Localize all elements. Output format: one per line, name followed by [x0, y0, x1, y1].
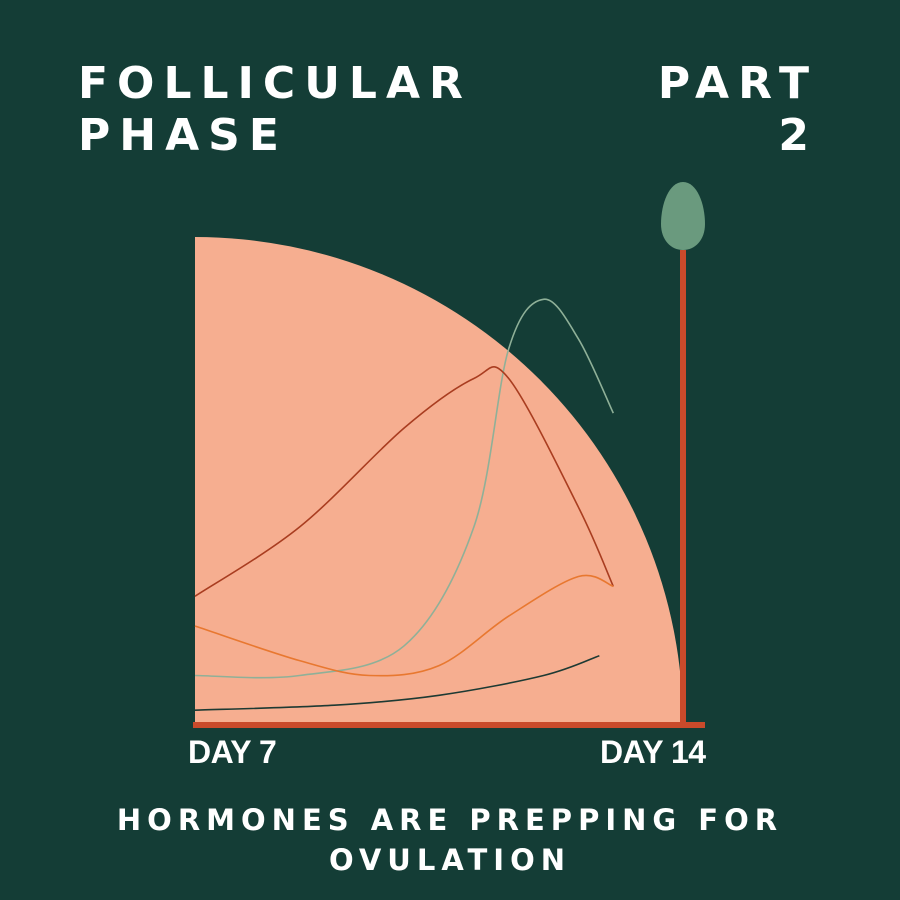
- series-line-1: [194, 366, 615, 597]
- egg-icon: [661, 182, 705, 250]
- series-line-3: [194, 654, 600, 711]
- part-text: PART: [657, 58, 818, 109]
- ovulation-line: [680, 250, 686, 728]
- part-label: PART 2: [658, 58, 818, 162]
- x-tick-label-day-14: DAY 14: [600, 734, 706, 770]
- part-number: 2: [778, 110, 818, 161]
- caption-line-2: OVULATION: [328, 843, 572, 877]
- chart-area-fill: [195, 237, 683, 725]
- caption-line-1: HORMONES ARE PREPPING FOR: [116, 803, 784, 837]
- x-axis: [193, 722, 705, 728]
- series-line-0: [194, 298, 615, 679]
- series-group: [194, 298, 615, 711]
- series-line-2: [194, 574, 614, 677]
- title-line-2: PHASE: [78, 110, 288, 161]
- x-tick-label-day-7: DAY 7: [188, 734, 277, 770]
- caption: HORMONES ARE PREPPING FOR OVULATION: [0, 800, 900, 880]
- page-title: FOLLICULAR PHASE: [78, 58, 472, 162]
- title-line-1: FOLLICULAR: [78, 58, 472, 109]
